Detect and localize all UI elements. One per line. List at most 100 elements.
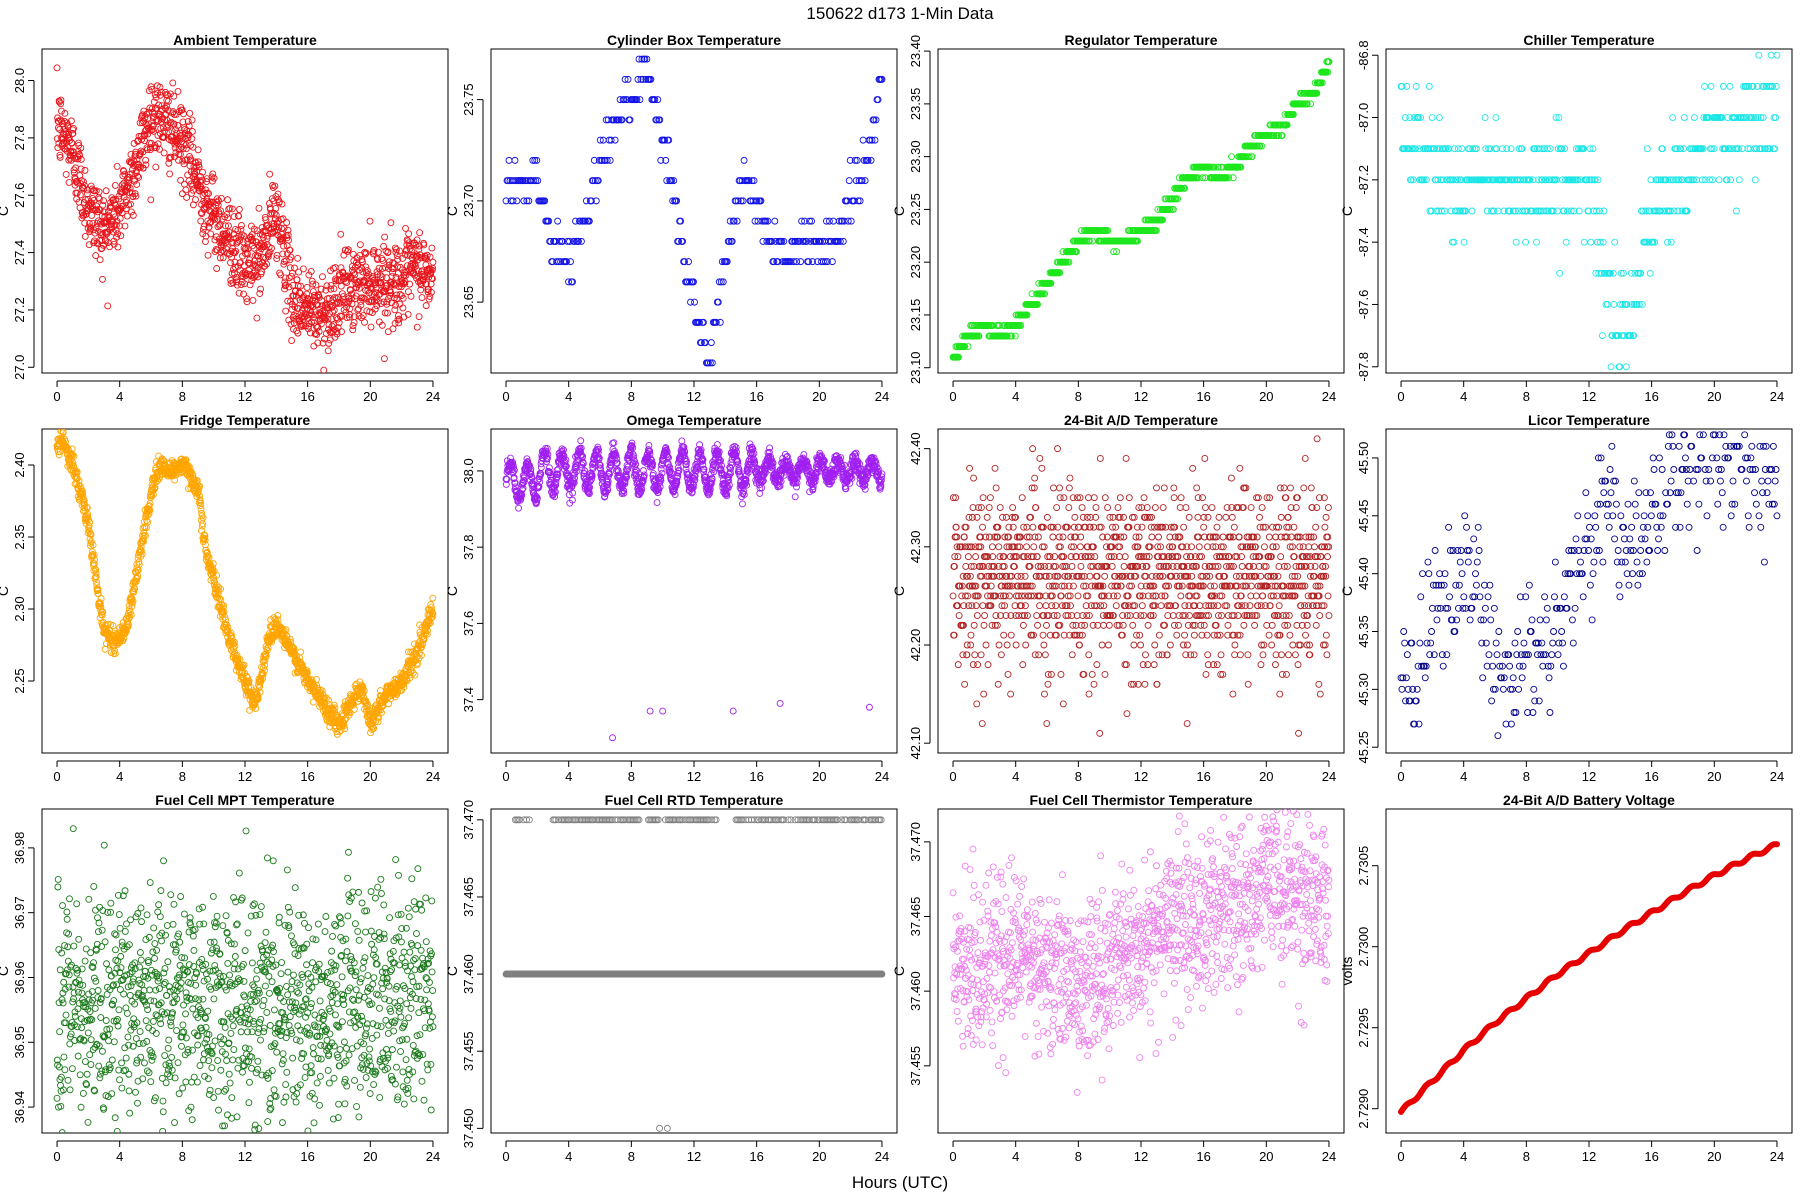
data-point xyxy=(1644,238,1652,246)
data-point xyxy=(331,704,339,712)
data-point xyxy=(305,320,313,328)
data-point xyxy=(1403,82,1411,90)
data-point xyxy=(1417,114,1425,121)
data-point xyxy=(133,180,141,188)
data-point xyxy=(1749,82,1757,90)
data-point xyxy=(79,492,87,500)
x-tick-label: 12 xyxy=(687,769,701,784)
data-point xyxy=(192,196,199,204)
data-point xyxy=(81,166,89,174)
data-point xyxy=(87,531,95,539)
data-point xyxy=(67,117,75,125)
data-point xyxy=(1753,145,1761,153)
data-point xyxy=(569,278,576,286)
data-point xyxy=(1772,82,1780,90)
data-point xyxy=(1757,114,1765,121)
data-point xyxy=(1604,301,1611,308)
data-point xyxy=(169,79,177,87)
data-point xyxy=(257,678,265,686)
data-point xyxy=(338,328,345,336)
data-point xyxy=(1558,145,1566,153)
data-point xyxy=(383,298,391,306)
data-point xyxy=(858,177,866,185)
data-point xyxy=(359,268,367,276)
data-point xyxy=(382,285,390,293)
data-point xyxy=(413,661,421,669)
data-point xyxy=(358,258,366,266)
y-axis-label: C xyxy=(0,586,11,596)
data-point xyxy=(1773,51,1781,59)
data-point xyxy=(147,196,155,204)
y-tick-label: -87.4 xyxy=(1356,227,1371,257)
data-point xyxy=(417,281,425,289)
data-point xyxy=(394,316,402,324)
data-point xyxy=(780,237,788,245)
data-point xyxy=(200,223,208,231)
plot-frame xyxy=(41,48,449,374)
data-point xyxy=(374,718,382,726)
data-point xyxy=(87,182,95,190)
data-point xyxy=(69,451,77,459)
data-point xyxy=(853,156,861,164)
data-point xyxy=(290,319,298,327)
y-axis-label: C xyxy=(444,206,460,216)
data-point xyxy=(310,319,318,327)
data-point xyxy=(533,156,541,164)
data-point xyxy=(1743,114,1750,121)
data-point xyxy=(143,110,151,118)
data-point xyxy=(725,237,733,245)
data-point xyxy=(111,647,118,655)
data-point xyxy=(387,219,395,227)
data-point xyxy=(1113,248,1120,256)
data-point xyxy=(425,620,433,628)
data-point xyxy=(294,329,302,337)
data-point xyxy=(396,300,404,308)
data-point xyxy=(835,217,843,225)
data-point xyxy=(113,162,121,170)
data-point xyxy=(1237,163,1245,171)
data-point xyxy=(114,243,122,251)
x-tick-label: 4 xyxy=(565,389,572,404)
data-point xyxy=(797,258,805,266)
data-point xyxy=(806,217,814,225)
data-point xyxy=(188,189,196,197)
y-tick-label: 23.15 xyxy=(908,299,923,332)
data-point xyxy=(211,215,219,223)
data-point xyxy=(1466,145,1474,153)
data-point xyxy=(419,640,427,648)
data-point xyxy=(839,237,847,245)
data-point xyxy=(1549,207,1557,215)
data-point xyxy=(1540,207,1548,215)
data-point xyxy=(808,217,815,225)
data-point xyxy=(183,156,191,164)
data-point xyxy=(385,265,393,273)
data-point xyxy=(391,281,399,289)
data-point xyxy=(1710,145,1718,153)
data-point xyxy=(372,289,379,297)
data-point xyxy=(1438,207,1446,215)
data-point xyxy=(399,294,407,302)
data-point xyxy=(319,273,326,281)
data-point xyxy=(133,577,140,585)
data-point xyxy=(541,197,549,205)
data-point xyxy=(429,258,437,266)
data-point xyxy=(135,560,143,568)
data-point xyxy=(308,277,316,285)
data-point xyxy=(505,156,513,164)
data-point xyxy=(299,265,307,273)
data-point xyxy=(571,237,578,245)
data-point xyxy=(61,438,69,445)
data-point xyxy=(581,217,589,225)
data-point xyxy=(803,237,811,245)
data-point xyxy=(734,197,742,205)
data-point xyxy=(574,237,582,245)
data-point xyxy=(384,248,392,256)
data-series xyxy=(53,64,437,373)
data-point xyxy=(213,246,221,254)
data-point xyxy=(1617,301,1624,308)
data-point xyxy=(182,141,190,149)
data-point xyxy=(1270,132,1278,139)
data-point xyxy=(861,177,869,185)
data-point xyxy=(98,237,106,245)
